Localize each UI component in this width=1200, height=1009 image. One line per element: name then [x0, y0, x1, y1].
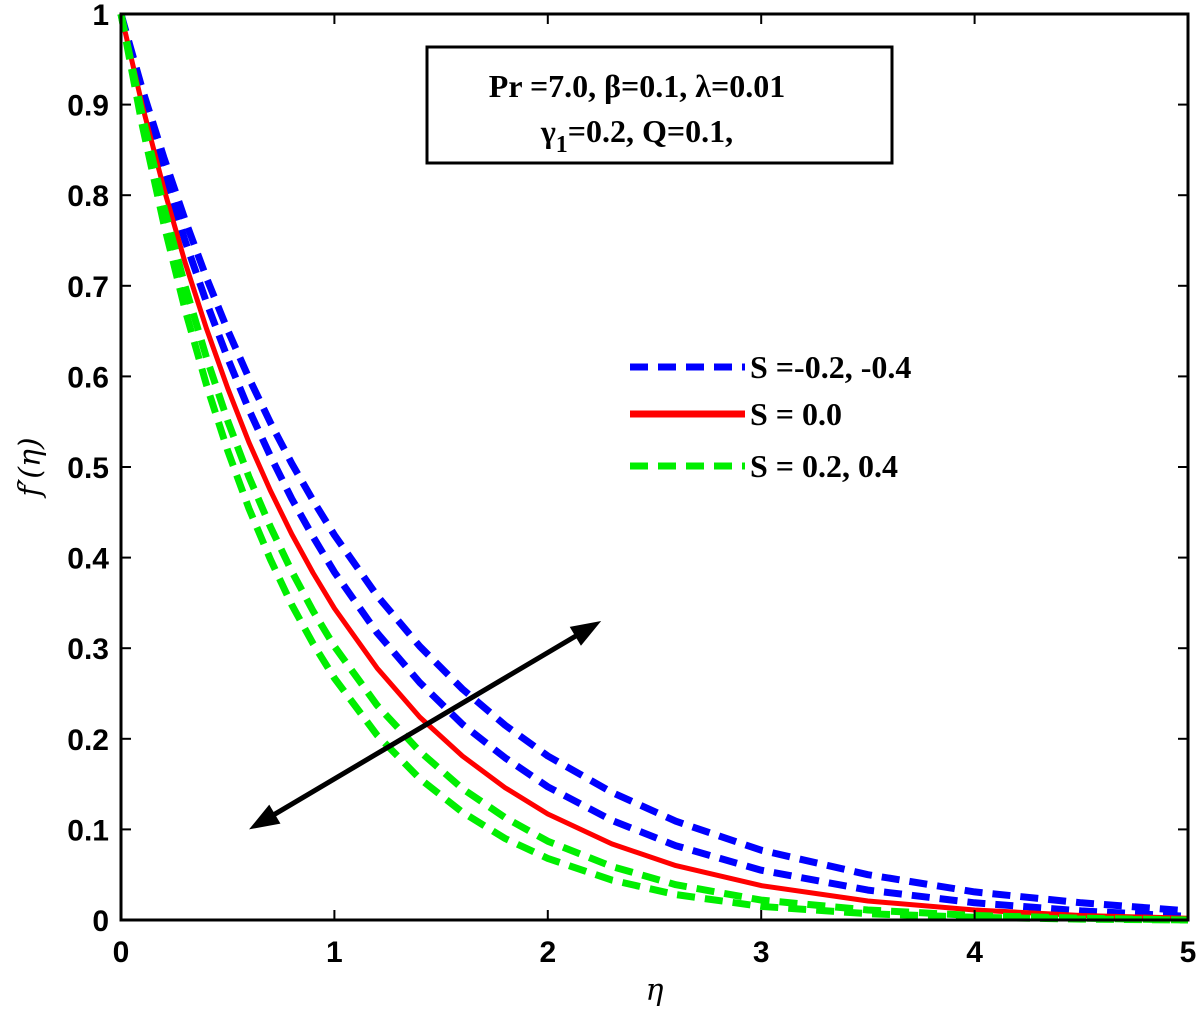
y-tick-label: 1 [92, 0, 109, 32]
x-tick-label: 4 [966, 936, 983, 969]
series-line-4 [117, 13, 1189, 924]
x-tick-label: 1 [326, 936, 343, 969]
legend: S =-0.2, -0.4 S = 0.0 S = 0.2, 0.4 [630, 349, 911, 484]
y-tick-label: 0.6 [67, 361, 109, 394]
x-tick-label: 0 [113, 936, 130, 969]
y-axis-label: f′(η) [13, 437, 48, 498]
y-tick-label: 0.4 [67, 543, 109, 576]
y-tick-label: 0.9 [67, 90, 109, 123]
annotation-box: Pr =7.0, β=0.1, λ=0.01 γ1=0.2, Q=0.1, [425, 45, 894, 165]
y-tick-label: 0.7 [67, 271, 109, 304]
series-line-1 [117, 13, 1189, 920]
arrow-shaft [268, 631, 582, 820]
annotation-gamma: γ [540, 113, 556, 149]
y-tick-label: 0.3 [67, 633, 109, 666]
x-axis-label: η [646, 973, 664, 1008]
arrow-layer [249, 621, 602, 830]
arrow-head-start [249, 804, 281, 830]
annotation-subscript: 1 [556, 132, 568, 158]
series-line-0 [117, 13, 1189, 915]
series-layer [117, 13, 1189, 924]
legend-label-green: S = 0.2, 0.4 [750, 448, 898, 484]
x-tick-label: 2 [539, 936, 556, 969]
y-tick-label: 0.8 [67, 180, 109, 213]
series-line-3 [117, 13, 1189, 924]
annotation-rest: =0.2, Q=0.1, [568, 113, 733, 149]
y-tick-label: 0.1 [67, 814, 109, 847]
annotation-line-2: γ1=0.2, Q=0.1, [540, 113, 733, 158]
x-tick-label: 5 [1180, 936, 1197, 969]
legend-label-red: S = 0.0 [750, 396, 842, 432]
series-line-2 [118, 13, 1189, 921]
y-tick-label: 0.2 [67, 724, 109, 757]
y-tick-label: 0.5 [67, 452, 109, 485]
y-tick-label: 0 [92, 905, 109, 938]
annotation-box-frame [425, 45, 894, 165]
x-tick-label: 3 [753, 936, 770, 969]
ticks-layer: 0 1 2 3 4 5 0 0.1 0.2 0.3 0.4 0.5 0.6 0.7 0.8 0.9 1 [67, 0, 1196, 969]
arrow-head-end [569, 621, 602, 646]
annotation-line-1: Pr =7.0, β=0.1, λ=0.01 [489, 68, 785, 104]
legend-label-blue: S =-0.2, -0.4 [750, 349, 911, 385]
